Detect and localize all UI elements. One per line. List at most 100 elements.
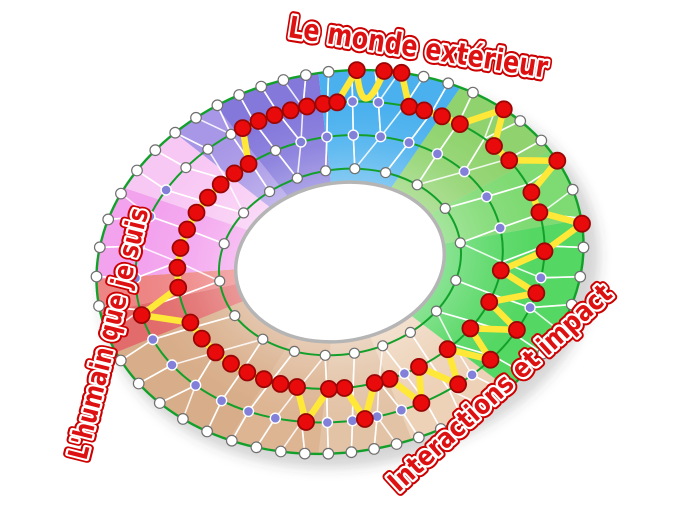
value-node-red [530, 203, 549, 222]
node-white [417, 70, 430, 83]
node-white [102, 213, 115, 226]
node-purple [398, 367, 411, 380]
node-purple [215, 395, 228, 407]
node-white [322, 65, 335, 78]
node-white [255, 80, 268, 93]
value-node-red [298, 97, 316, 116]
web-line [207, 148, 228, 180]
center-hole [233, 180, 447, 344]
node-white [404, 326, 416, 338]
value-node-red [522, 183, 541, 202]
node-white [566, 183, 579, 196]
value-node-red [375, 62, 394, 80]
web-line [354, 136, 382, 170]
node-white [553, 324, 565, 337]
node-white [454, 237, 466, 249]
value-node-red [410, 357, 428, 376]
value-node-red [355, 410, 374, 428]
value-node-red [480, 293, 499, 311]
web-line [280, 421, 303, 452]
node-white [114, 354, 127, 367]
node-white [233, 89, 246, 101]
node-white [535, 134, 548, 147]
node-purple [431, 148, 444, 160]
web-line [463, 138, 486, 173]
value-node-red [288, 378, 306, 396]
node-white [149, 144, 162, 157]
node-white [298, 447, 311, 460]
web-line [377, 102, 382, 137]
value-node-red [412, 394, 431, 412]
node-white [430, 305, 442, 317]
web-line [460, 227, 501, 244]
node-white [176, 413, 189, 425]
node-white [93, 300, 105, 312]
value-node-red [181, 313, 200, 332]
node-white [201, 425, 214, 438]
web-line [182, 385, 197, 420]
web-line [530, 303, 572, 309]
node-purple [129, 272, 142, 284]
node-white [450, 274, 462, 286]
node-white [574, 270, 587, 283]
value-node-red [271, 374, 290, 393]
value-node-red [392, 63, 411, 82]
web-line [444, 195, 487, 210]
web-line [435, 310, 455, 345]
node-white [565, 298, 578, 311]
value-node-red [449, 375, 468, 394]
web-line [120, 338, 154, 362]
web-line [120, 192, 151, 218]
web-line [416, 153, 439, 186]
node-purple [403, 136, 415, 149]
web-line [165, 189, 205, 203]
value-node-red [249, 112, 268, 130]
node-white [288, 345, 300, 357]
value-node-red [233, 119, 252, 138]
node-white [537, 347, 549, 360]
node-white [412, 431, 425, 444]
node-white [434, 423, 447, 435]
node-white [380, 167, 392, 179]
value-node-red [238, 363, 257, 382]
web-line [529, 306, 560, 332]
node-white [322, 447, 335, 460]
node-white [214, 275, 226, 287]
node-white [518, 367, 531, 380]
node-white [291, 172, 303, 184]
node-white [190, 111, 202, 124]
value-node-red [450, 115, 469, 133]
value-node-red [254, 370, 273, 389]
node-white [514, 115, 527, 127]
node-white [132, 377, 145, 390]
node-purple [144, 210, 156, 223]
node-purple [269, 412, 281, 424]
node-white [218, 238, 230, 250]
node-white [93, 241, 106, 254]
node-white [270, 144, 282, 157]
node-purple [524, 301, 536, 314]
nodes-layer [90, 61, 591, 460]
web-line [193, 314, 236, 329]
web-line [96, 275, 136, 279]
node-white [225, 128, 237, 140]
node-white [169, 126, 182, 139]
web-line [270, 350, 296, 382]
node-purple [189, 379, 202, 391]
web-line [159, 384, 196, 404]
web-line [138, 364, 173, 385]
web-line [174, 131, 209, 150]
node-purple [494, 222, 506, 234]
node-white [250, 441, 263, 454]
value-node-red [508, 320, 526, 339]
web-line [484, 120, 521, 140]
value-node-red [438, 340, 457, 359]
value-node-red [281, 101, 300, 120]
web-line [195, 117, 232, 136]
node-white [478, 400, 490, 413]
node-white [115, 187, 127, 200]
node-white [348, 347, 360, 359]
node-white [467, 86, 479, 99]
value-node-red [335, 379, 354, 397]
